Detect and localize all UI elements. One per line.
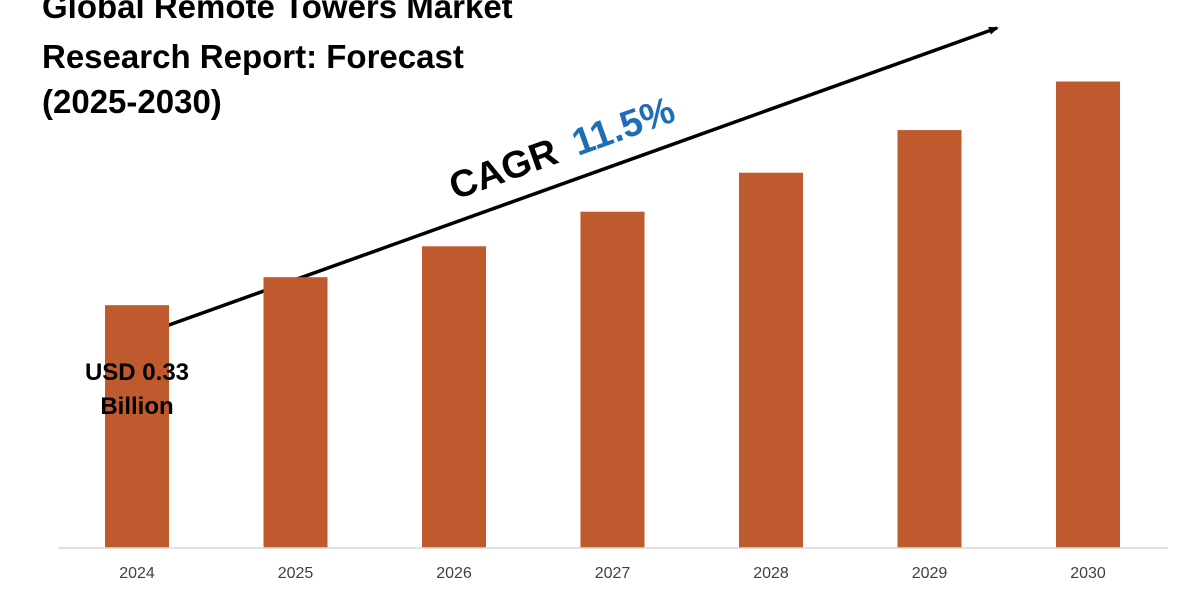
tick-label-2024: 2024 [119,565,155,582]
bar-2029 [897,130,962,548]
tick-label-2026: 2026 [436,565,472,582]
title-line-1: Global Remote Towers Market [42,0,513,25]
tick-label-2025: 2025 [278,565,314,582]
title-line-2: Research Report: Forecast [42,38,464,75]
bar-2030 [1056,81,1120,548]
tick-label-2028: 2028 [753,565,789,582]
cagr-prefix: CAGR [444,131,563,208]
data-label-line-1: USD 0.33 [85,359,189,386]
tick-label-2030: 2030 [1070,565,1106,582]
bar-2026 [422,246,486,549]
tick-label-2027: 2027 [595,565,631,582]
cagr-annotation: CAGR 11.5% [444,89,680,208]
bar-2028 [739,172,803,548]
chart-title: Global Remote Towers Market Research Rep… [42,0,513,120]
bar-2024 [105,305,169,548]
data-label-line-2: Billion [100,393,173,420]
first-bar-data-label: USD 0.33 Billion [85,359,189,420]
bar-2025 [263,277,328,548]
tick-label-2029: 2029 [912,565,948,582]
bar-2027 [580,211,645,548]
bars [105,81,1120,549]
cagr-value: 11.5% [567,89,681,164]
x-axis-tick-labels: 2024 2025 2026 2027 2028 2029 2030 [119,565,1106,582]
title-line-3: (2025-2030) [42,83,222,120]
